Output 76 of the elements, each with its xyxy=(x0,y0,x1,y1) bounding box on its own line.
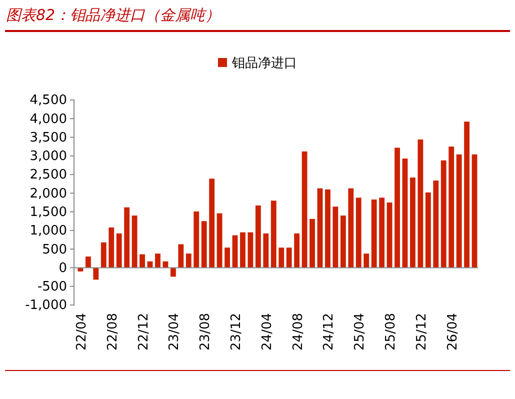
bar xyxy=(186,254,192,268)
y-tick-label: 500 xyxy=(42,242,67,258)
bar xyxy=(248,232,254,268)
x-tick-label: 26/04 xyxy=(445,313,460,350)
x-tick-label: 23/04 xyxy=(167,313,182,350)
y-tick-label: 1,000 xyxy=(30,224,67,239)
bar xyxy=(332,206,338,268)
bar xyxy=(132,216,138,268)
bar xyxy=(194,211,200,268)
bar xyxy=(456,154,462,268)
bar xyxy=(93,268,99,280)
bar xyxy=(464,122,470,268)
bar xyxy=(178,244,184,268)
bar xyxy=(294,233,300,268)
x-tick-label: 23/08 xyxy=(198,313,214,350)
y-tick-label: 3,500 xyxy=(30,130,67,146)
y-tick-label: 2,500 xyxy=(30,168,67,183)
chart-title: 图表82：钼品净进口（金属吨） xyxy=(6,6,220,24)
y-tick-label: 0 xyxy=(58,260,67,276)
bar xyxy=(356,198,362,268)
bar xyxy=(402,158,408,268)
x-tick-label: 24/08 xyxy=(290,313,306,350)
x-tick-label: 24/04 xyxy=(260,313,275,350)
bar xyxy=(108,227,114,268)
bar xyxy=(310,218,315,268)
y-tick-label: 4,000 xyxy=(30,112,67,127)
y-tick-label: 3,000 xyxy=(30,149,67,164)
bar xyxy=(286,248,292,268)
y-tick-label: -500 xyxy=(37,280,67,295)
bar xyxy=(348,188,354,268)
bar xyxy=(155,254,160,268)
bar xyxy=(224,248,230,268)
bar xyxy=(140,254,145,268)
bar xyxy=(364,254,370,268)
x-tick-label: 25/12 xyxy=(414,313,430,350)
bar xyxy=(472,154,478,268)
x-tick-label: 22/12 xyxy=(136,313,152,350)
x-tick-label: 22/08 xyxy=(105,313,120,350)
x-tick-label: 23/12 xyxy=(229,313,244,350)
bar xyxy=(170,268,176,277)
x-tick-label: 25/04 xyxy=(352,313,368,350)
bar xyxy=(379,198,385,268)
y-tick-label: 4,500 xyxy=(30,93,67,108)
bar xyxy=(317,188,323,268)
bar xyxy=(394,148,400,268)
y-tick-label: 2,000 xyxy=(30,186,67,202)
bar xyxy=(325,189,330,268)
x-tick-label: 25/08 xyxy=(384,313,399,350)
bar xyxy=(116,233,122,268)
bar xyxy=(232,235,238,268)
bar xyxy=(263,233,269,268)
bar xyxy=(386,202,392,268)
y-tick-label: -1,000 xyxy=(25,298,67,314)
bar xyxy=(270,200,276,268)
bar xyxy=(425,192,431,268)
bar xyxy=(240,232,246,268)
bar xyxy=(340,216,346,268)
bar xyxy=(440,160,446,268)
bar xyxy=(371,200,377,268)
bar xyxy=(209,178,215,268)
bar xyxy=(100,242,106,268)
bar xyxy=(433,180,439,268)
bar xyxy=(278,248,284,268)
x-tick-label: 24/12 xyxy=(322,313,337,350)
legend-label: 钼品净进口 xyxy=(231,56,297,71)
x-tick-label: 22/04 xyxy=(74,313,90,350)
bar xyxy=(418,140,424,268)
bar xyxy=(86,256,91,268)
bar xyxy=(410,178,416,268)
bar xyxy=(302,151,308,268)
bar xyxy=(255,205,261,268)
bar xyxy=(448,146,454,268)
bar xyxy=(124,207,130,268)
bar xyxy=(216,213,222,268)
bar xyxy=(201,221,207,268)
y-tick-label: 1,500 xyxy=(30,204,67,220)
